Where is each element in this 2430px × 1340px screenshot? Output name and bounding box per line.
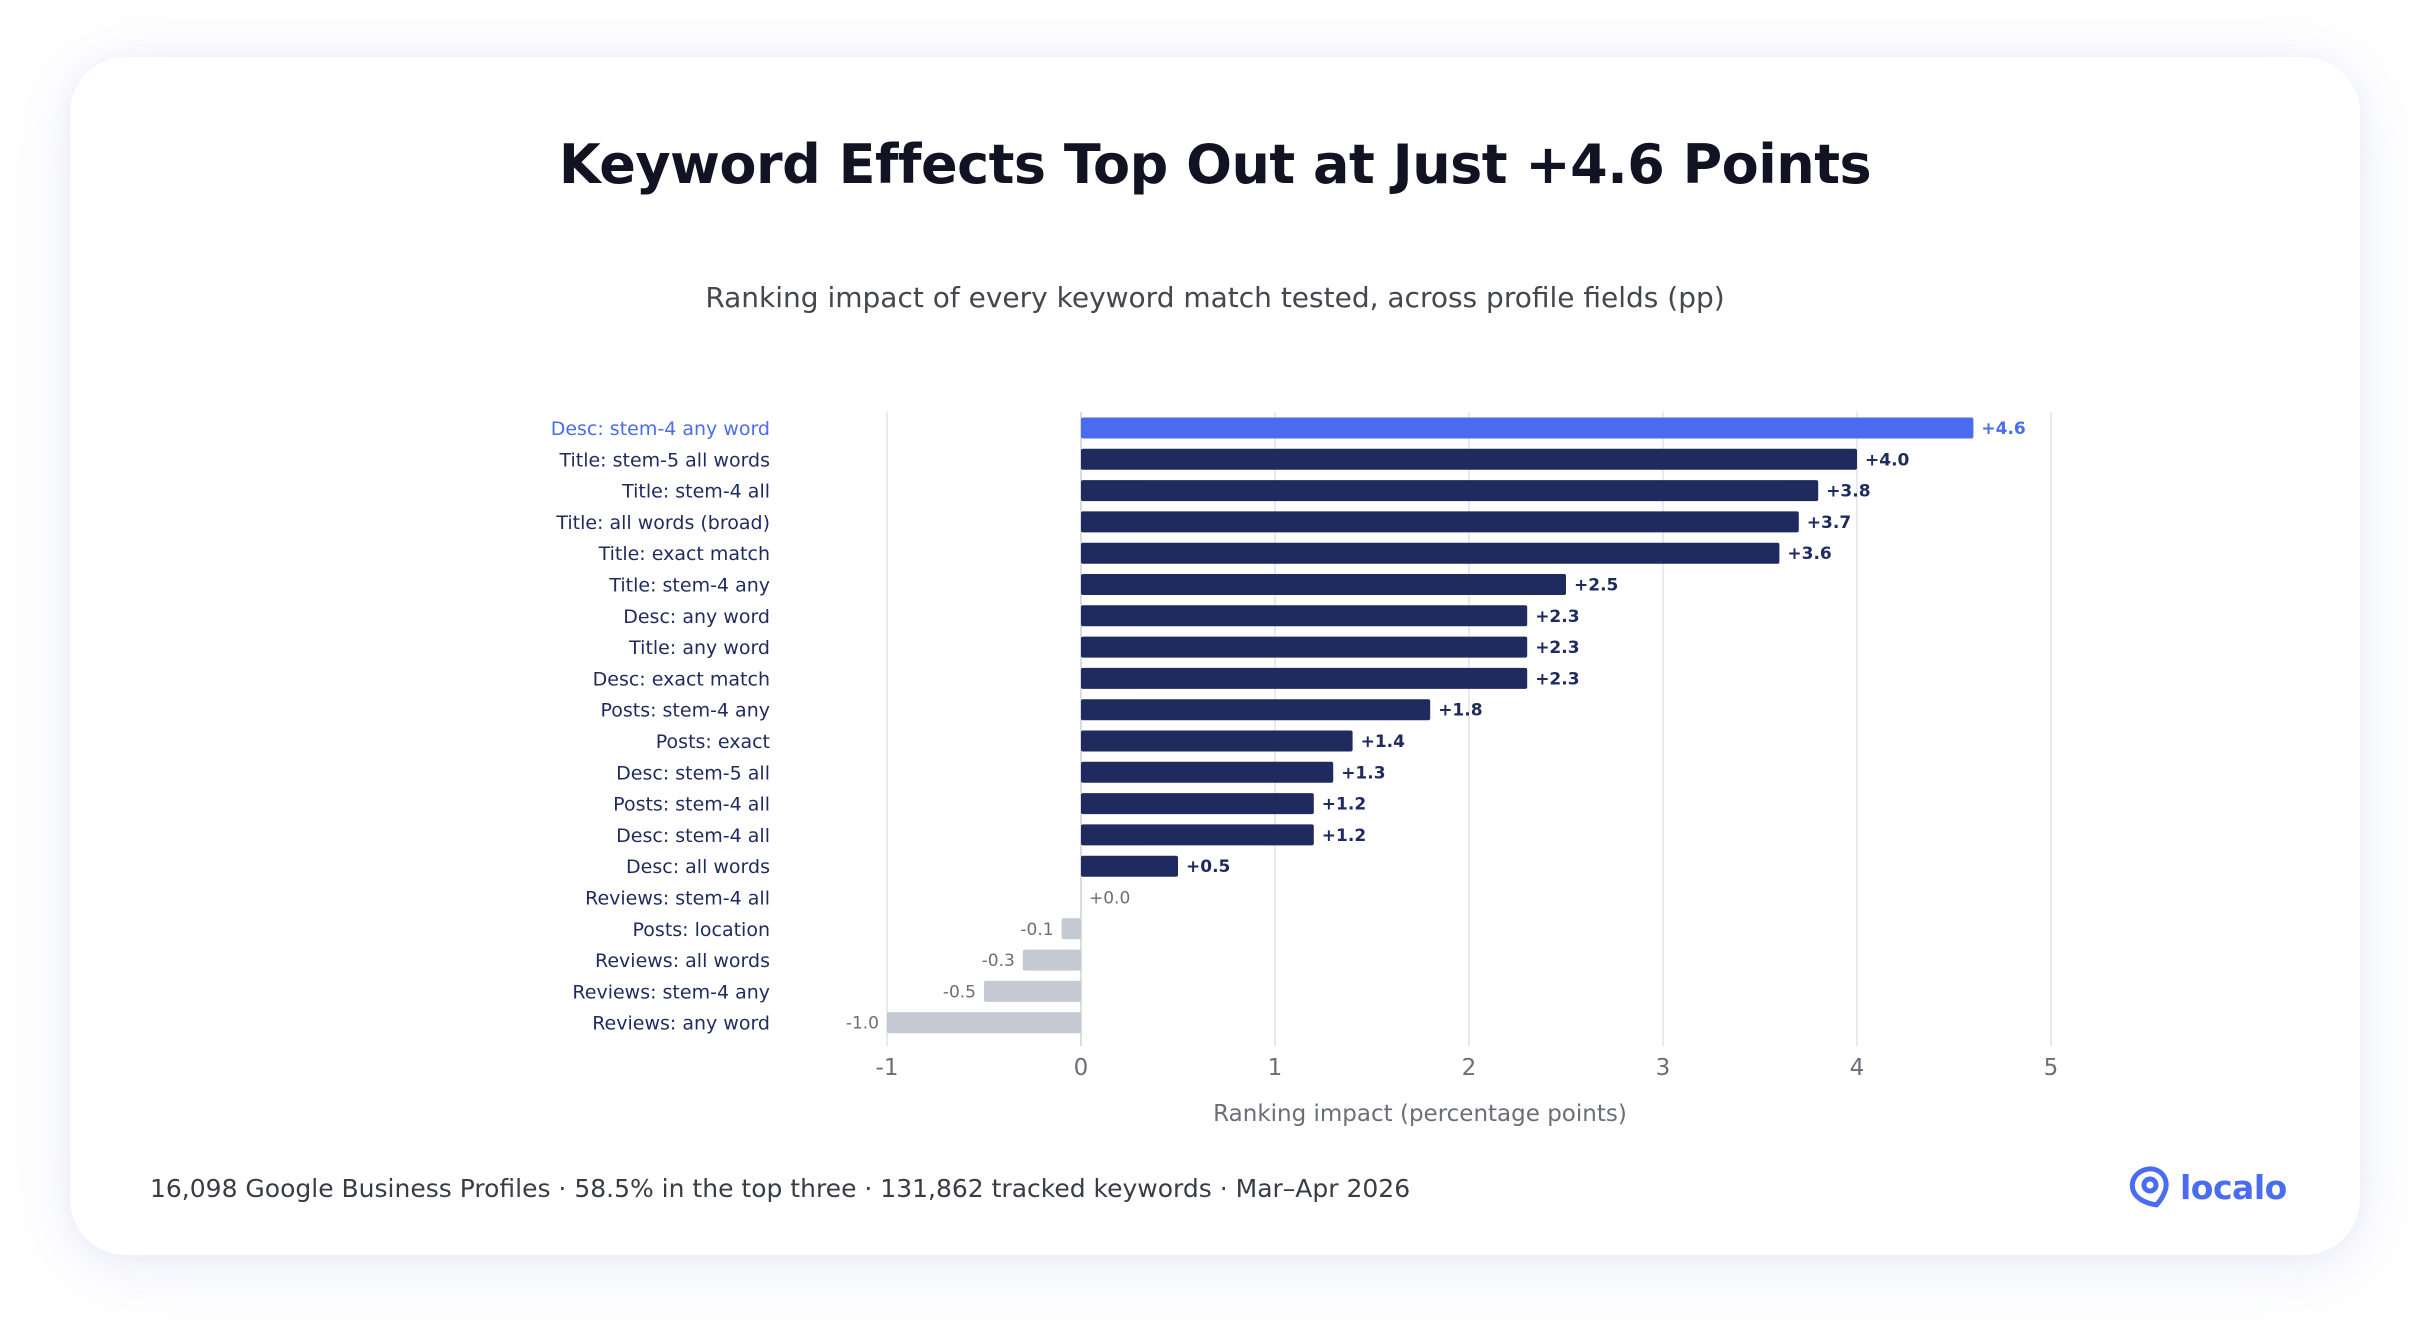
bar: [887, 1012, 1081, 1034]
data-label: +1.4: [1361, 732, 1406, 752]
x-tick-label: 0: [1074, 1055, 1089, 1081]
category-label: Reviews: stem-4 any: [572, 981, 770, 1003]
category-label: Title: stem-4 any: [608, 575, 770, 597]
bar: [1081, 574, 1566, 595]
category-label: Reviews: stem-4 all: [585, 888, 770, 910]
data-label: -0.3: [982, 951, 1015, 971]
data-label: +1.8: [1438, 701, 1482, 721]
category-label: Title: exact match: [598, 543, 770, 565]
data-label: +1.2: [1322, 795, 1366, 815]
x-tick-label: -1: [876, 1055, 899, 1081]
category-label: Title: all words (broad): [555, 512, 770, 534]
data-label: +4.6: [1981, 419, 2025, 439]
category-label: Title: any word: [628, 637, 770, 659]
bar: [1081, 761, 1334, 783]
category-label: Desc: stem-4 all: [616, 825, 770, 847]
bar: [1081, 480, 1819, 502]
data-label: -0.1: [1020, 920, 1053, 940]
x-tick-label: 3: [1656, 1055, 1671, 1081]
bar: [1081, 636, 1528, 658]
data-label: +2.3: [1535, 607, 1579, 627]
data-label: +3.7: [1807, 513, 1851, 533]
x-tick-label: 2: [1462, 1055, 1477, 1081]
category-label: Posts: location: [633, 919, 770, 941]
category-labels: Desc: stem-4 any word Title: stem-5 all w…: [551, 418, 770, 1035]
location-pin-icon: [2129, 1166, 2169, 1208]
x-tick-label: 1: [1268, 1055, 1283, 1081]
data-label: +3.8: [1826, 482, 1870, 502]
bar: [1081, 730, 1353, 752]
value-labels: +4.6 +4.0 +3.8 +3.7 +3.6 +2.5 +2.3 +2.3 +2.3 +1.8…: [846, 419, 2026, 1034]
bar: [1081, 824, 1314, 846]
data-label: +1.2: [1322, 826, 1366, 846]
data-label: +1.3: [1341, 763, 1385, 783]
category-label: Desc: any word: [623, 606, 770, 628]
category-label: Desc: stem-5 all: [616, 762, 770, 784]
category-label: Title: stem-5 all words: [558, 449, 770, 471]
footer-note: 16,098 Google Business Profiles · 58.5% …: [150, 1174, 1411, 1203]
category-label: Posts: stem-4 all: [613, 794, 770, 816]
bars: [887, 417, 1974, 1034]
bar: [984, 980, 1081, 1002]
data-label: +2.3: [1535, 638, 1579, 658]
category-label: Desc: exact match: [593, 668, 770, 690]
bar: [1061, 918, 1081, 940]
bar: [1081, 605, 1528, 627]
chart-title: Keyword Effects Top Out at Just +4.6 Poi…: [558, 133, 1872, 196]
data-label: +0.5: [1186, 857, 1230, 877]
x-axis-title: Ranking impact (percentage points): [1213, 1101, 1627, 1127]
bar: [1081, 699, 1431, 721]
category-label: Desc: stem-4 any word: [551, 418, 770, 440]
x-tick-label: 5: [2044, 1055, 2059, 1081]
data-label: +2.3: [1535, 669, 1579, 689]
bar: [1081, 542, 1780, 564]
bar: [1081, 417, 1974, 439]
bar: [1081, 667, 1528, 689]
x-tick-labels: -1 0 1 2 3 4 5: [876, 1055, 2059, 1081]
data-label: +4.0: [1865, 450, 1910, 470]
data-label: +2.5: [1574, 576, 1618, 596]
bar: [1081, 448, 1857, 470]
data-label: +0.0: [1089, 889, 1130, 909]
brand-logo: localo: [2128, 1162, 2287, 1212]
category-label: Desc: all words: [626, 856, 770, 878]
category-label: Reviews: all words: [595, 950, 770, 972]
category-label: Posts: stem-4 any: [600, 700, 770, 722]
bar: [1081, 855, 1178, 877]
category-label: Title: stem-4 all: [621, 481, 770, 503]
bar: [1022, 949, 1081, 971]
bar: [1081, 511, 1799, 533]
data-label: -1.0: [846, 1014, 879, 1034]
brand-name: localo: [2180, 1167, 2287, 1207]
data-label: -0.5: [943, 982, 976, 1002]
data-label: +3.6: [1787, 544, 1831, 564]
bar: [1081, 793, 1314, 815]
category-label: Posts: exact: [656, 731, 770, 753]
category-label: Reviews: any word: [592, 1013, 770, 1035]
chart-subtitle: Ranking impact of every keyword match te…: [705, 281, 1725, 314]
x-tick-label: 4: [1850, 1055, 1865, 1081]
